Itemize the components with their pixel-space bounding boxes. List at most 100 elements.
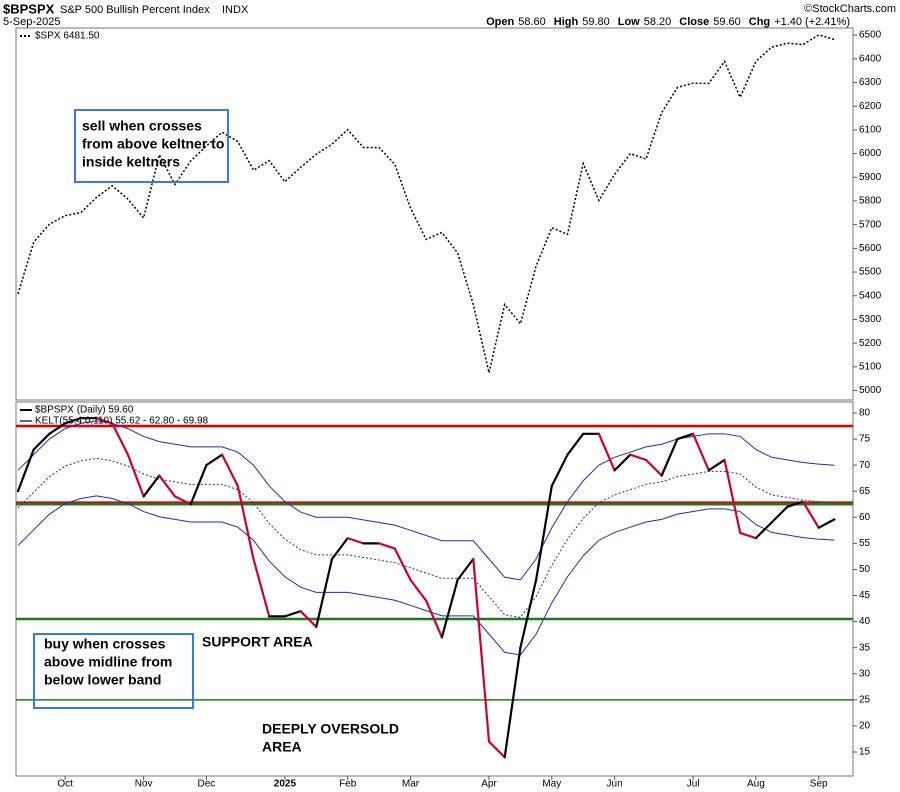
y-tick-label: 80 [859,408,871,419]
annotation-text: above midline from [44,654,172,670]
x-tick-label: Sep [810,779,828,790]
line-segment [770,505,789,524]
line-segment [32,432,51,451]
y-tick-label: 5200 [859,338,882,349]
line-segment [409,578,428,602]
line-segment [205,453,224,467]
line-segment [189,464,208,506]
line-segment [221,453,239,488]
annotation-text: from above keltner to [82,136,224,152]
y-tick-label: 6300 [859,77,882,88]
panel-frame [15,401,854,777]
line-segment [660,437,679,477]
y-tick-label: 6100 [859,125,882,136]
line-segment [487,740,506,759]
quote-value: +1.40 (+2.41%) [774,16,850,28]
x-tick-label: Apr [481,779,497,790]
y-tick-label: 6200 [859,101,882,112]
y-tick-label: 5300 [859,314,882,325]
date: 5-Sep-2025 [3,16,61,28]
line-segment [48,422,67,435]
y-tick-label: 65 [859,486,871,497]
symbol: $BPSPX [3,1,55,16]
quote-label: High [554,16,579,28]
x-tick-label: Aug [747,779,765,790]
line-segment [440,578,459,639]
line-segment [378,542,396,550]
quote-label: Low [618,16,640,28]
line-segment [299,610,318,628]
y-tick-label: 5700 [859,219,882,230]
line-segment [723,458,742,535]
line-segment [236,484,255,561]
line-segment [817,518,836,529]
line-segment [801,500,820,529]
line [17,34,835,373]
keltner-lower [17,495,835,656]
x-tick-label: Mar [402,779,420,790]
quote-label: Open [486,16,514,28]
y-tick-label: 5100 [859,361,882,372]
line-segment [739,531,758,540]
y-tick-label: 5600 [859,243,882,254]
annotation-box [74,109,229,183]
line-segment [519,578,538,649]
line-segment [315,557,334,628]
index-name: S&P 500 Bullish Percent Index [60,4,210,16]
line-segment [346,537,365,545]
keltner-upper [17,420,835,581]
quote: Open 58.60 High 59.80 Low 58.20 Close 59.60 Chg +… [486,16,850,28]
y-tick-label: 5900 [859,172,882,183]
line-segment [786,500,805,508]
annotation-text: below lower band [44,672,161,688]
y-tick-label: 5000 [859,385,882,396]
line-segment [142,474,161,498]
panel-frame [15,27,854,401]
y-tick-label: 6400 [859,53,882,64]
x-tick-label: Jul [687,779,700,790]
quote-value: 58.20 [644,16,672,28]
line-segment [754,521,773,540]
annotation-text: SUPPORT AREA [202,634,313,650]
line-segment [534,484,553,581]
y-tick-label: 70 [859,460,871,471]
y-tick-label: 45 [859,590,871,601]
line-segment [676,432,695,441]
y-tick-label: 50 [859,564,871,575]
annotation-text: inside keltners [82,154,180,170]
line-segment [613,453,632,472]
line-segment [16,448,35,493]
line-segment [629,453,648,461]
line-segment [158,474,177,498]
line-segment [425,599,443,639]
line-segment [550,453,569,488]
x-tick-label: May [542,779,561,790]
y-tick-label: 40 [859,616,871,627]
quote-label: Close [679,16,709,28]
line-segment [691,432,710,472]
quote-value: 58.60 [518,16,546,28]
y-tick-label: 5400 [859,290,882,301]
legend-label: KELT(55,4.0,110) 55.62 - 62.80 - 69.98 [35,416,209,427]
line-segment [126,453,145,498]
quote-value: 59.60 [713,16,741,28]
x-tick-label: 2025 [274,779,297,790]
line-segment [252,557,271,618]
y-tick-label: 75 [859,434,871,445]
annotation-text: DEEPLY OVERSOLD [262,721,399,737]
line-segment [566,432,585,456]
x-tick-label: Dec [198,779,216,790]
line-segment [111,422,130,456]
line-segment [393,547,412,581]
line-segment [63,417,82,425]
y-tick-label: 35 [859,642,871,653]
y-tick-label: 5500 [859,267,882,278]
quote-label: Chg [749,16,770,28]
line-segment [503,646,522,759]
line-segment [597,432,616,472]
line-segment [330,537,349,561]
quote-value: 59.80 [582,16,610,28]
annotation-text: buy when crosses [44,636,166,652]
annotation-box [33,633,194,709]
y-tick-label: 55 [859,538,871,549]
